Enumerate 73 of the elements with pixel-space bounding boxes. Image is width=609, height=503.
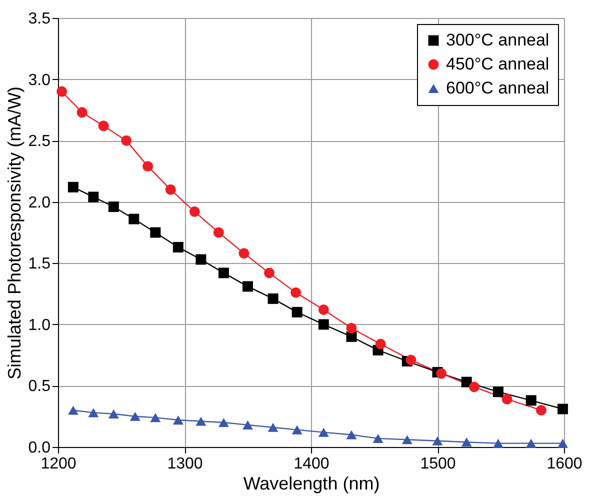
point — [165, 184, 176, 195]
point — [557, 404, 568, 414]
point — [346, 331, 357, 342]
point — [242, 420, 253, 430]
point — [461, 438, 472, 447]
point — [130, 412, 140, 421]
y-tick-label: 2.0 — [28, 194, 51, 212]
point — [536, 404, 546, 416]
point — [492, 438, 504, 448]
point — [108, 202, 119, 212]
point — [142, 161, 154, 172]
legend-label: 300°C anneal — [446, 30, 550, 50]
point — [76, 107, 88, 118]
point — [196, 254, 206, 265]
point — [492, 386, 504, 398]
point — [218, 268, 229, 278]
point — [98, 120, 109, 132]
point — [268, 293, 278, 304]
point — [88, 192, 99, 202]
x-tick-label: 1200 — [40, 456, 76, 472]
point — [56, 86, 68, 97]
point — [172, 415, 184, 425]
point — [318, 304, 329, 315]
point — [213, 227, 224, 238]
point — [108, 409, 119, 418]
point — [172, 242, 184, 252]
y-tick-label: 1.5 — [28, 256, 51, 273]
x-tick-label: 1600 — [546, 456, 582, 472]
y-tick-label: 1.0 — [28, 316, 51, 334]
point — [150, 227, 161, 238]
y-tick-label: 2.5 — [28, 133, 51, 150]
point — [406, 354, 416, 366]
point — [88, 408, 99, 418]
point — [468, 382, 480, 392]
point — [432, 436, 443, 446]
point — [372, 434, 384, 443]
legend-label: 600°C anneal — [446, 78, 550, 98]
point — [402, 435, 412, 444]
legend-label: 450°C anneal — [446, 54, 550, 74]
point — [68, 182, 78, 192]
point — [318, 428, 329, 437]
point — [68, 406, 78, 415]
y-tick-label: 3.5 — [28, 10, 51, 28]
point — [238, 248, 250, 259]
point — [292, 306, 302, 318]
x-axis-title: Wavelength (nm) — [243, 474, 380, 494]
x-tick-label: 1500 — [420, 456, 456, 472]
y-axis-title: Simulated Photoresponsivity (mA/W) — [4, 86, 24, 380]
point — [150, 413, 161, 422]
point — [557, 438, 568, 448]
y-tick-label: 0.5 — [28, 378, 51, 396]
point — [502, 394, 512, 404]
point — [526, 438, 536, 448]
point — [346, 322, 357, 334]
y-tick-label: 3.0 — [28, 72, 51, 89]
point — [346, 430, 357, 440]
point — [242, 281, 253, 292]
x-tick-label: 1400 — [294, 456, 330, 472]
point — [268, 422, 278, 432]
point — [375, 338, 386, 350]
point — [218, 418, 229, 428]
point — [264, 268, 274, 278]
y-tick-label: 0.0 — [28, 440, 51, 456]
point — [526, 395, 536, 406]
point — [436, 368, 447, 379]
point — [128, 214, 140, 224]
point — [290, 287, 302, 298]
point — [196, 416, 206, 426]
point — [189, 206, 200, 217]
point — [292, 425, 302, 434]
point — [318, 319, 329, 330]
x-tick-label: 1300 — [167, 456, 203, 472]
point — [121, 135, 132, 146]
